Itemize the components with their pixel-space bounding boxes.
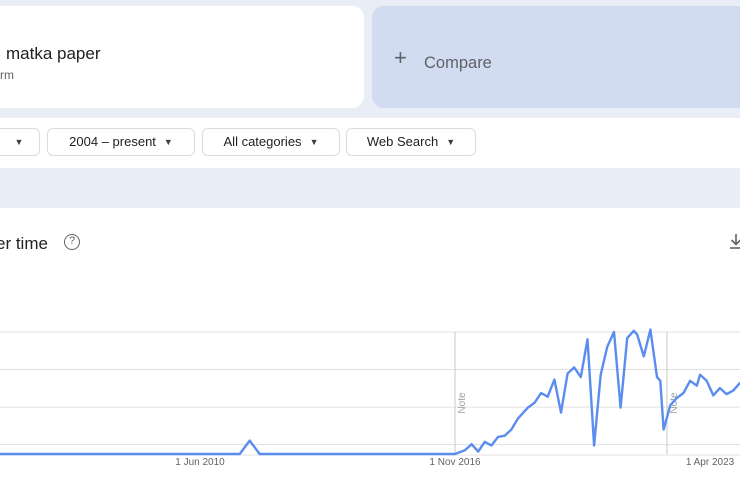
note-label: Note [669, 392, 680, 414]
filter-bar: ▼ 2004 – present ▼ All categories ▼ Web Se… [0, 118, 740, 168]
x-tick-label: 1 Jun 2010 [175, 457, 225, 468]
help-icon[interactable]: ? [64, 234, 80, 250]
search-type-filter[interactable]: Web Search ▼ [346, 128, 476, 156]
search-term-card[interactable]: matka paper rm [0, 6, 364, 108]
dropdown-arrow-icon: ▼ [309, 137, 319, 147]
category-filter[interactable]: All categories ▼ [202, 128, 340, 156]
search-term-name[interactable]: matka paper [6, 44, 101, 63]
x-tick-label: 1 Nov 2016 [429, 457, 481, 468]
category-label: All categories [223, 134, 302, 149]
interest-over-time-panel: er time ? Note Note 1 Jun 2010 1 Nov 2016 1 … [0, 208, 740, 500]
time-range-filter[interactable]: 2004 – present ▼ [47, 128, 195, 156]
panel-title: er time [0, 234, 48, 253]
plus-icon: + [394, 45, 407, 70]
download-icon[interactable] [728, 232, 740, 252]
dropdown-arrow-icon: ▼ [163, 137, 173, 147]
search-term-type: rm [0, 68, 14, 82]
time-range-label: 2004 – present [69, 134, 156, 149]
series-line [0, 328, 740, 456]
x-tick-label: 1 Apr 2023 [686, 457, 735, 468]
note-label: Note [457, 392, 468, 414]
interest-chart: Note Note 1 Jun 2010 1 Nov 2016 1 Apr 2023 [0, 328, 740, 468]
search-type-label: Web Search [366, 134, 439, 149]
dropdown-arrow-icon: ▼ [446, 137, 456, 147]
compare-button[interactable]: + Compare [372, 6, 740, 108]
compare-label: Compare [424, 54, 492, 72]
dropdown-arrow-icon: ▼ [14, 137, 24, 147]
region-filter[interactable]: ▼ [0, 128, 40, 156]
